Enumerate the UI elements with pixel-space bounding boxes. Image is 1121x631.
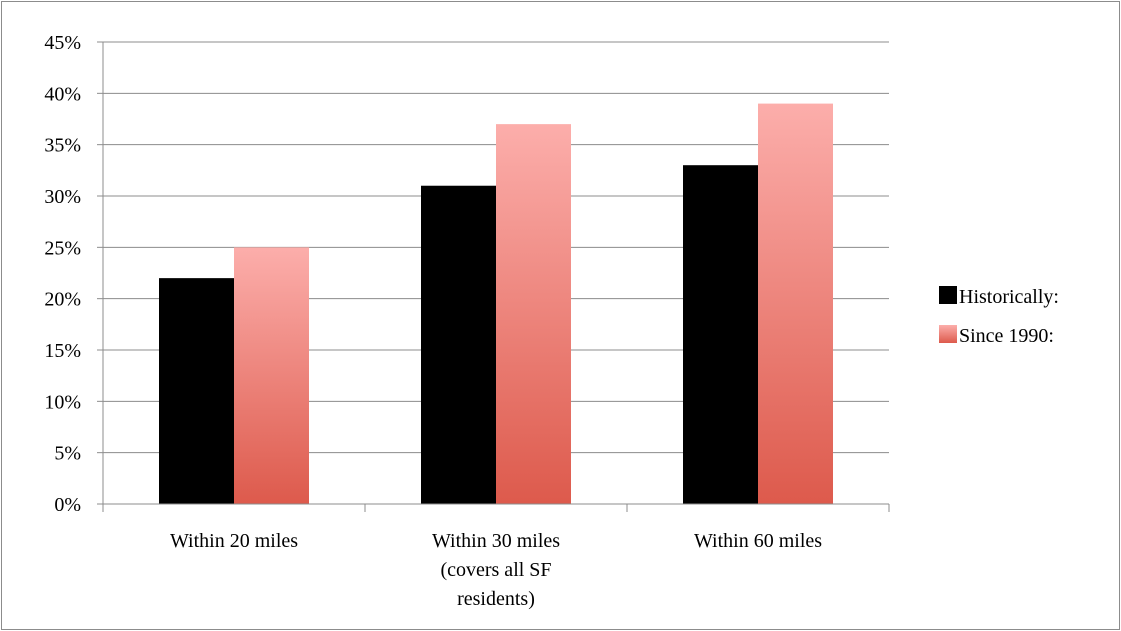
bar-since-1990: [234, 247, 309, 505]
legend-label: Historically:: [959, 286, 1059, 308]
x-category-label: Within 20 miles: [170, 530, 298, 552]
bar-historically: [421, 185, 496, 504]
x-category-label: Within 30 miles: [432, 530, 560, 552]
y-tick-label: 5%: [54, 443, 81, 465]
x-category-label: Within 60 miles: [694, 530, 822, 552]
bar-historically: [159, 278, 234, 504]
x-category-label: residents): [457, 588, 535, 610]
y-tick-label: 30%: [44, 186, 81, 208]
x-axis-labels: Within 20 miles Within 30 miles (covers al…: [170, 530, 822, 610]
bar-since-1990: [758, 103, 833, 504]
x-category-label: (covers all SF: [440, 559, 551, 581]
y-tick-label: 25%: [44, 237, 81, 259]
y-axis-ticks: 0% 5% 10% 15% 20% 25% 30% 35% 40% 45%: [44, 32, 103, 516]
y-tick-label: 0%: [54, 494, 81, 516]
y-tick-label: 45%: [44, 32, 81, 54]
bar-historically: [683, 165, 758, 504]
legend: Historically: Since 1990:: [939, 286, 1059, 347]
bar-since-1990: [496, 124, 571, 504]
y-tick-label: 20%: [44, 289, 81, 311]
y-tick-label: 40%: [44, 83, 81, 105]
legend-swatch: [939, 325, 957, 343]
axes: [102, 42, 890, 512]
y-tick-label: 35%: [44, 135, 81, 157]
legend-label: Since 1990:: [959, 325, 1054, 347]
legend-swatch: [939, 286, 957, 304]
bars: [159, 103, 833, 505]
y-tick-label: 10%: [44, 391, 81, 413]
y-tick-label: 15%: [44, 340, 81, 362]
